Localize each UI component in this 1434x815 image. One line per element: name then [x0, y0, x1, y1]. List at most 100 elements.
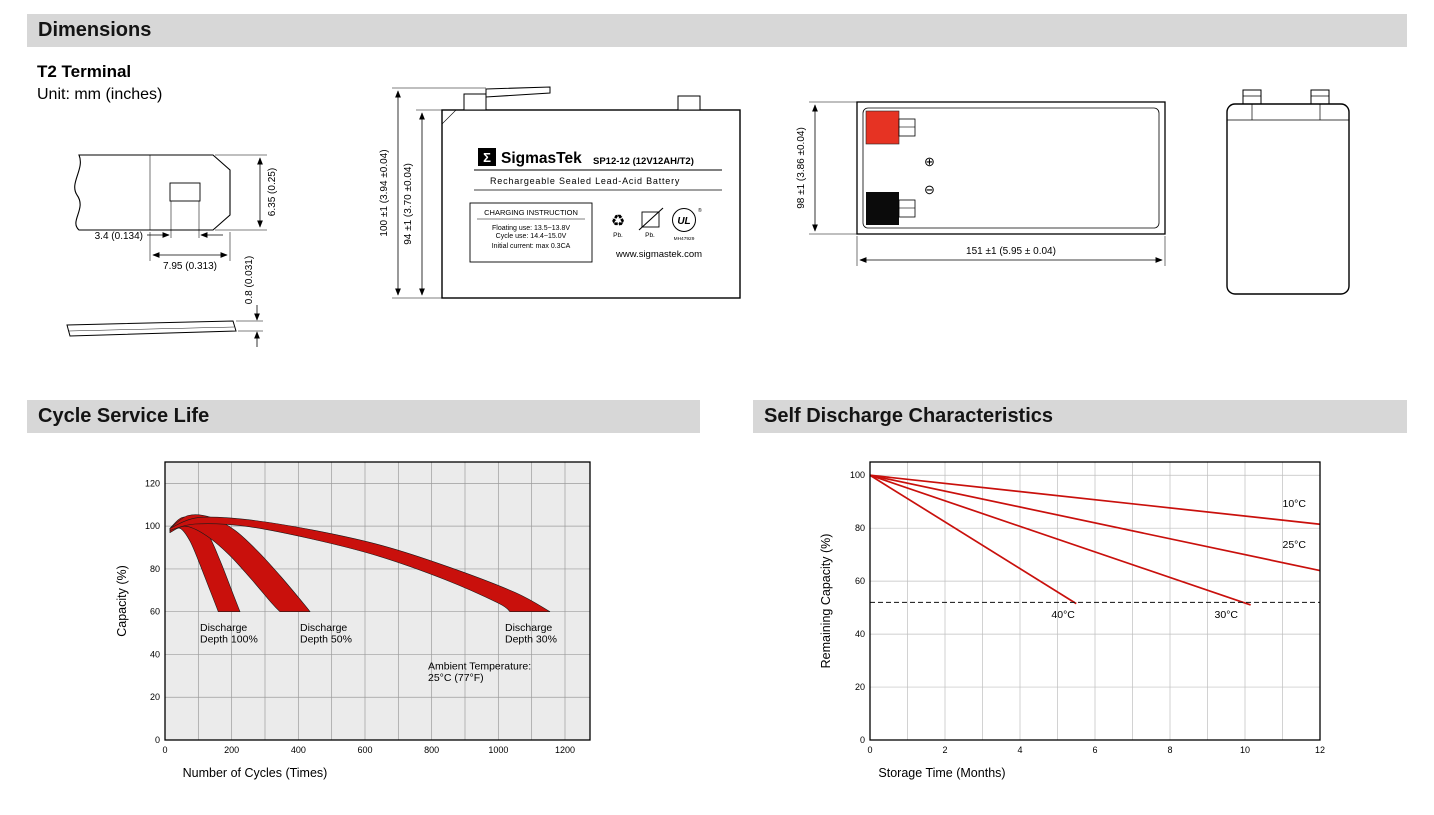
x-tick-label: 10	[1240, 745, 1250, 755]
x-tick-label: 0	[867, 745, 872, 755]
website-text: www.sigmastek.com	[615, 249, 702, 260]
y-tick-label: 0	[155, 735, 160, 745]
x-tick-label: 600	[357, 745, 372, 755]
x-tick-label: 6	[1092, 745, 1097, 755]
dim-case-height-label: 94 ±1 (3.70 ±0.04)	[403, 163, 414, 245]
x-tick-label: 4	[1017, 745, 1022, 755]
battery-label: Σ SigmasTek SP12-12 (12V12AH/T2) Recharg…	[474, 148, 722, 191]
dim-pin-width-label: 3.4 (0.134)	[95, 231, 143, 242]
dim-depth-label: 98 ±1 (3.86 ±0.04)	[796, 127, 807, 209]
negative-symbol: ⊖	[924, 182, 935, 197]
dim-tab-width-label: 7.95 (0.313)	[163, 261, 217, 272]
charging-line-1: Floating use: 13.5~13.8V	[492, 225, 570, 232]
unit-note: Unit: mm (inches)	[37, 86, 163, 103]
battery-side-view	[1226, 89, 1350, 295]
battery-top-view: 98 ±1 (3.86 ±0.04) ⊕ ⊖ 151 ±1 (5.95 ± 0.…	[796, 101, 1166, 266]
chart-annotation: Ambient Temperature:	[428, 660, 531, 672]
self-discharge-chart: 10°C 25°C 30°C 40°C 0 2 4 6 8 10 12 0 20 40 60 80 100 Sto…	[819, 461, 1325, 780]
series-label: 25°C	[1283, 539, 1307, 551]
dim-plate-thickness-label: 0.8 (0.031)	[244, 256, 255, 304]
dim-depth: 98 ±1 (3.86 ±0.04)	[796, 101, 857, 235]
dim-length: 151 ±1 (5.95 ± 0.04)	[856, 236, 1166, 266]
bin-pb-label: Pb.	[645, 232, 655, 239]
dim-plate-thickness: 0.8 (0.031)	[236, 256, 263, 347]
charging-line-2: Cycle use: 14.4~15.0V	[496, 233, 567, 240]
series-label: 40°C	[1051, 609, 1075, 621]
chart-annotation: Depth 50%	[300, 633, 352, 645]
series-line	[869, 474, 1321, 572]
ul-mark-text: UL	[677, 216, 690, 227]
chart-annotation: Discharge	[300, 622, 347, 634]
model-text: SP12-12 (12V12AH/T2)	[593, 156, 694, 167]
dim-overall-height: 100 ±1 (3.94 ±0.04)	[379, 87, 486, 299]
dimensions-section-bar: Dimensions	[27, 14, 1407, 47]
dim-overall-height-label: 100 ±1 (3.94 ±0.04)	[379, 149, 390, 236]
series-line	[869, 474, 1077, 605]
cycle-life-title: Cycle Service Life	[38, 405, 210, 427]
y-tick-label: 0	[860, 735, 865, 745]
ul-file-number: MH47929	[674, 236, 695, 242]
positive-terminal-red	[865, 110, 900, 145]
recycle-pb-label: Pb.	[613, 232, 623, 239]
side-case	[1226, 103, 1350, 295]
x-tick-label: 800	[424, 745, 439, 755]
series-line	[869, 474, 1321, 526]
battery-front-view: 100 ±1 (3.94 ±0.04) 94 ±1 (3.70 ±0.04) Σ…	[379, 86, 741, 299]
positive-symbol: ⊕	[924, 154, 935, 169]
chart-annotation: Discharge	[505, 622, 552, 634]
y-tick-label: 60	[150, 607, 160, 617]
battery-case-front	[441, 86, 741, 299]
dim-tab-width: 7.95 (0.313)	[149, 232, 231, 272]
sigmastek-logo-icon	[478, 148, 496, 166]
y-axis-label: Capacity (%)	[115, 565, 129, 637]
negative-terminal-clip	[898, 199, 916, 218]
charging-title: CHARGING INSTRUCTION	[484, 208, 578, 217]
negative-terminal-black	[866, 192, 899, 225]
y-tick-label: 20	[150, 692, 160, 702]
charging-line-3: Initial current: max 0.3CA	[492, 243, 571, 250]
y-tick-label: 20	[855, 682, 865, 692]
y-tick-label: 100	[145, 521, 160, 531]
x-tick-label: 12	[1315, 745, 1325, 755]
x-tick-label: 1000	[488, 745, 508, 755]
terminal-profile	[74, 154, 231, 231]
dim-length-label: 151 ±1 (5.95 ± 0.04)	[966, 246, 1056, 257]
charging-instruction-box: CHARGING INSTRUCTION Floating use: 13.5~…	[469, 202, 593, 263]
front-right-terminal	[677, 95, 701, 111]
battery-case-top: ⊕ ⊖	[856, 101, 1166, 235]
y-axis-label: Remaining Capacity (%)	[819, 534, 833, 669]
series-line	[869, 474, 1251, 606]
dimensions-title: Dimensions	[38, 19, 152, 41]
ul-registered-symbol: ®	[698, 207, 702, 214]
ul-mark-icon	[672, 208, 696, 232]
chart-annotation: Depth 30%	[505, 633, 557, 645]
chart-annotation: Depth 100%	[200, 633, 258, 645]
terminal-type-subtitle: T2 Terminal	[37, 62, 132, 81]
dim-case-height: 94 ±1 (3.70 ±0.04)	[403, 109, 442, 296]
y-tick-label: 40	[150, 649, 160, 659]
chart-annotation: Discharge	[200, 622, 247, 634]
dim-pin-width: 3.4 (0.134)	[95, 201, 223, 242]
chart-annotation: 25°C (77°F)	[428, 672, 484, 684]
battery-type-text: Rechargeable Sealed Lead-Acid Battery	[490, 176, 680, 186]
terminal-plate	[66, 320, 237, 337]
x-tick-label: 200	[224, 745, 239, 755]
x-axis-label: Number of Cycles (Times)	[183, 766, 328, 780]
brand-text: SigmasTek	[501, 150, 582, 167]
y-tick-label: 80	[150, 564, 160, 574]
y-tick-label: 40	[855, 629, 865, 639]
self-discharge-section-bar: Self Discharge Characteristics	[753, 400, 1407, 433]
crossed-bin-icon	[641, 211, 660, 228]
series-label: 30°C	[1215, 609, 1239, 621]
front-left-terminal	[463, 93, 487, 111]
recycle-icon: ♻	[611, 213, 625, 230]
x-tick-label: 1200	[555, 745, 575, 755]
dim-terminal-height: 6.35 (0.25)	[215, 154, 278, 231]
side-terminals	[1242, 89, 1330, 105]
x-tick-label: 0	[162, 745, 167, 755]
self-discharge-title: Self Discharge Characteristics	[764, 405, 1054, 427]
y-tick-label: 80	[855, 523, 865, 533]
x-tick-label: 8	[1167, 745, 1172, 755]
dim-terminal-height-label: 6.35 (0.25)	[267, 168, 278, 216]
